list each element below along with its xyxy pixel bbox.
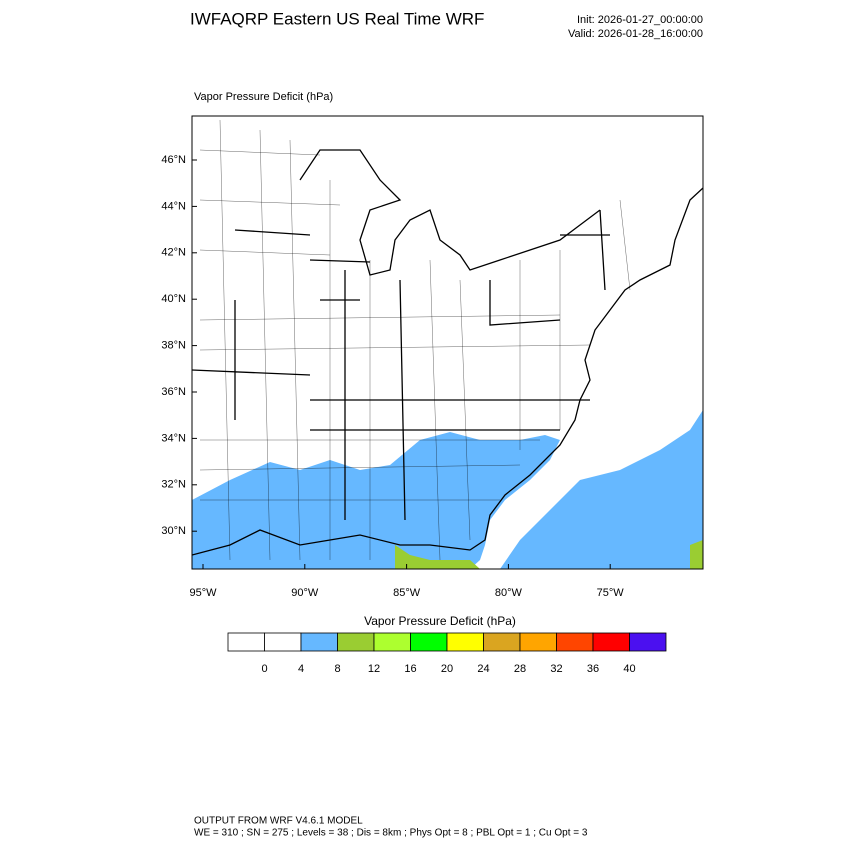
colorbar-box [227, 632, 265, 652]
vpd-ocean-area [500, 410, 703, 569]
lat-label: 36°N [161, 386, 186, 398]
colorbar-box [483, 632, 521, 652]
vpd-area-high [395, 545, 480, 569]
footer-line: WE = 310 ; SN = 275 ; Levels = 38 ; Dis … [194, 828, 588, 839]
colorbar-tick-label: 40 [623, 663, 635, 675]
colorbar-tick-label: 4 [298, 663, 304, 675]
colorbar-title: Vapor Pressure Deficit (hPa) [364, 614, 516, 628]
lon-label: 95°W [189, 587, 217, 599]
footer-line: OUTPUT FROM WRF V4.6.1 MODEL [194, 816, 363, 827]
colorbar-tick-label: 28 [514, 663, 526, 675]
vpd-area [192, 432, 560, 569]
valid-time: Valid: 2026-01-28_16:00:00 [568, 28, 703, 40]
colorbar-box [556, 632, 594, 652]
lat-label: 34°N [161, 432, 186, 444]
title: IWFAQRP Eastern US Real Time WRF [190, 9, 484, 28]
init-time: Init: 2026-01-27_00:00:00 [577, 14, 703, 26]
colorbar-box [592, 632, 630, 652]
colorbar-box [446, 632, 484, 652]
colorbar-box [519, 632, 557, 652]
map-frame [191, 115, 704, 570]
colorbar-box [300, 632, 338, 652]
longitude-labels: 95°W 90°W 85°W 80°W 75°W [189, 564, 624, 599]
latitude-labels: 46°N 44°N 42°N 40°N 38°N 36°N 34°N 32°N 30°N [161, 154, 197, 537]
lat-label: 32°N [161, 479, 186, 491]
colorbar-tick-label: 16 [404, 663, 416, 675]
colorbar: 0 4 8 12 16 20 24 28 32 36 40 [227, 632, 667, 675]
colorbar-box [337, 632, 375, 652]
map [191, 115, 704, 570]
colorbar-tick-label: 24 [477, 663, 489, 675]
colorbar-tick-label: 20 [441, 663, 453, 675]
lon-label: 85°W [393, 587, 421, 599]
colorbar-box [373, 632, 411, 652]
colorbar-tick-label: 12 [368, 663, 380, 675]
lon-label: 75°W [597, 587, 625, 599]
colorbar-tick-label: 32 [550, 663, 562, 675]
lat-label: 38°N [161, 340, 186, 352]
lat-label: 40°N [161, 293, 186, 305]
colorbar-tick-label: 36 [587, 663, 599, 675]
lat-label: 44°N [161, 200, 186, 212]
lat-label: 42°N [161, 247, 186, 259]
colorbar-tick-label: 8 [334, 663, 340, 675]
lat-label: 30°N [161, 525, 186, 537]
vpd-area-high [690, 540, 703, 569]
colorbar-box [410, 632, 448, 652]
lon-label: 90°W [291, 587, 319, 599]
map-title: Vapor Pressure Deficit (hPa) [194, 91, 333, 103]
colorbar-tick-label: 0 [261, 663, 267, 675]
lon-label: 80°W [495, 587, 523, 599]
lat-label: 46°N [161, 154, 186, 166]
colorbar-box [629, 632, 667, 652]
colorbar-box [264, 632, 302, 652]
